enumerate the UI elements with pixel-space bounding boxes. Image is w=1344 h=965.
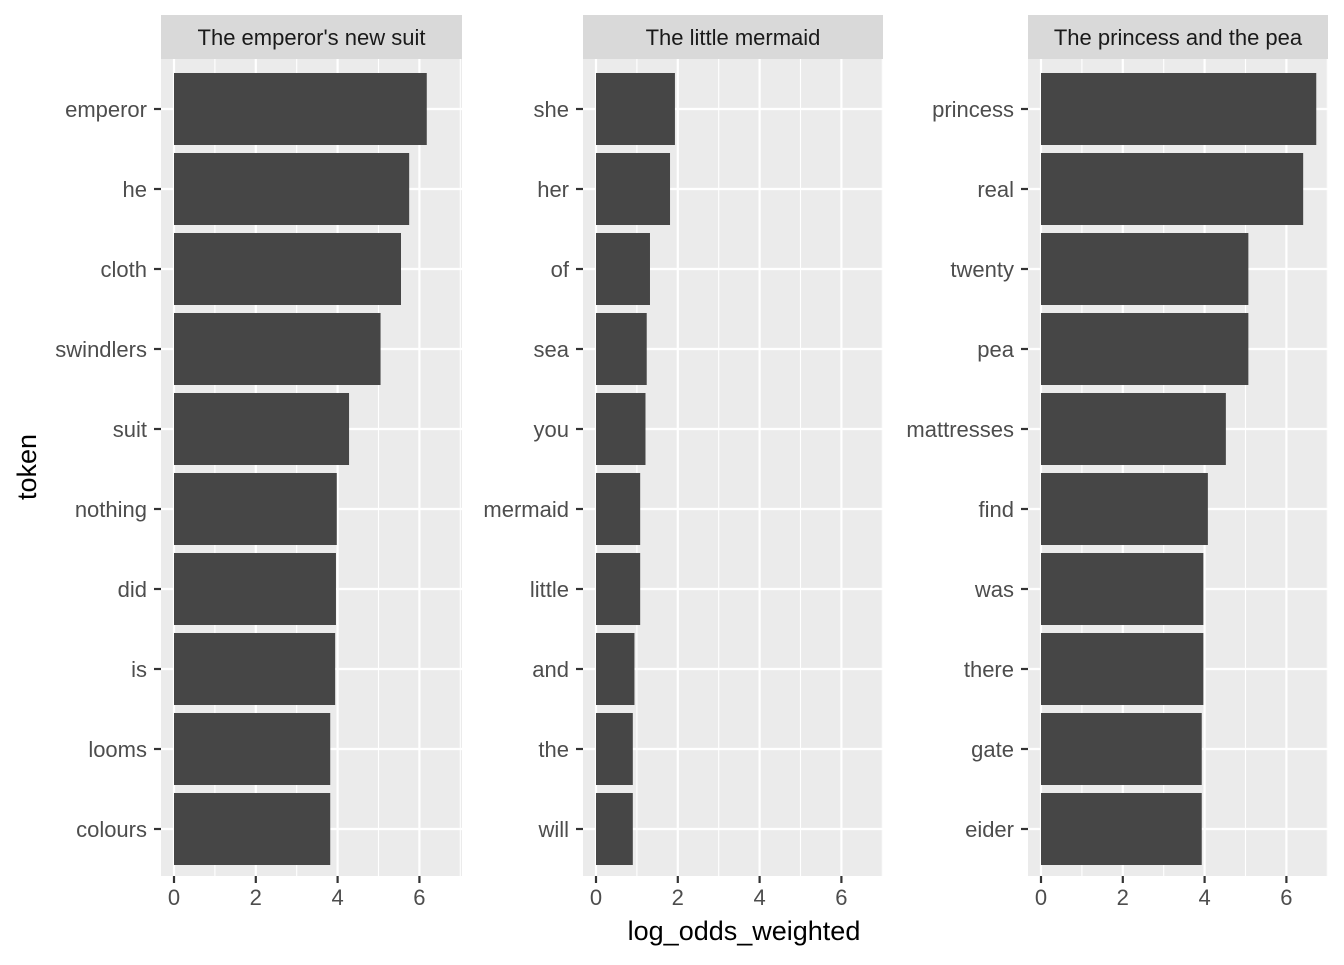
y-tick-label: little <box>530 577 569 602</box>
x-tick-label: 0 <box>590 885 602 910</box>
bar-was <box>1041 553 1204 625</box>
x-tick-label: 2 <box>1117 885 1129 910</box>
y-tick-label: suit <box>113 417 147 442</box>
y-tick-label: looms <box>88 737 147 762</box>
y-tick-label: swindlers <box>55 337 147 362</box>
bar-little <box>596 553 641 625</box>
bar-and <box>596 633 635 705</box>
y-tick-label: real <box>977 177 1014 202</box>
y-tick-label: cloth <box>101 257 147 282</box>
y-axis-title: token <box>12 434 42 500</box>
bar-pea <box>1041 313 1249 385</box>
y-tick-label: find <box>979 497 1014 522</box>
bar-eider <box>1041 793 1202 865</box>
y-tick-label: was <box>974 577 1014 602</box>
bar-mermaid <box>596 473 641 545</box>
y-tick-label: mermaid <box>483 497 569 522</box>
y-tick-label: the <box>538 737 569 762</box>
bar-sea <box>596 313 647 385</box>
y-tick-label: there <box>964 657 1014 682</box>
bar-looms <box>174 713 331 785</box>
x-tick-label: 4 <box>331 885 343 910</box>
bar-the <box>596 713 633 785</box>
y-tick-label: mattresses <box>906 417 1014 442</box>
x-tick-label: 0 <box>168 885 180 910</box>
x-tick-label: 6 <box>835 885 847 910</box>
bar-colours <box>174 793 331 865</box>
y-tick-label: you <box>534 417 569 442</box>
facet-title: The emperor's new suit <box>198 25 426 50</box>
y-tick-label: princess <box>932 97 1014 122</box>
x-tick-label: 2 <box>250 885 262 910</box>
x-tick-label: 6 <box>413 885 425 910</box>
y-tick-label: gate <box>971 737 1014 762</box>
bar-mattresses <box>1041 393 1226 465</box>
facet-strip <box>161 15 462 59</box>
facet-panel-3: The princess and the pea princess real twen… <box>906 15 1328 910</box>
bar-there <box>1041 633 1204 705</box>
bar-her <box>596 153 671 225</box>
x-tick-label: 6 <box>1280 885 1292 910</box>
y-tick-label: pea <box>977 337 1014 362</box>
x-tick-label: 2 <box>672 885 684 910</box>
bar-swindlers <box>174 313 381 385</box>
bar-cloth <box>174 233 401 305</box>
bar-find <box>1041 473 1208 545</box>
y-tick-label: is <box>131 657 147 682</box>
bar-gate <box>1041 713 1202 785</box>
y-tick-label: her <box>537 177 569 202</box>
y-tick-label: sea <box>534 337 570 362</box>
facet-panel-2: The little mermaid she her of sea you mermaid l… <box>483 15 883 910</box>
y-tick-label: eider <box>965 817 1014 842</box>
y-tick-label: he <box>123 177 147 202</box>
x-axis-title: log_odds_weighted <box>628 916 861 946</box>
facet-strip <box>583 15 883 59</box>
bar-he <box>174 153 410 225</box>
bar-is <box>174 633 336 705</box>
y-tick-label: colours <box>76 817 147 842</box>
bar-princess <box>1041 73 1317 145</box>
bar-did <box>174 553 336 625</box>
x-tick-label: 0 <box>1035 885 1047 910</box>
y-tick-label: emperor <box>65 97 147 122</box>
facet-strip <box>1028 15 1328 59</box>
bar-will <box>596 793 633 865</box>
y-tick-label: twenty <box>950 257 1014 282</box>
bar-real <box>1041 153 1304 225</box>
bar-of <box>596 233 650 305</box>
x-tick-label: 4 <box>753 885 765 910</box>
bar-suit <box>174 393 350 465</box>
facet-panel-1: The emperor's new suit emperor he cloth swin… <box>55 15 462 910</box>
y-tick-label: did <box>118 577 147 602</box>
x-tick-label: 4 <box>1198 885 1210 910</box>
y-tick-label: will <box>537 817 569 842</box>
bar-twenty <box>1041 233 1249 305</box>
bar-nothing <box>174 473 337 545</box>
facet-title: The little mermaid <box>646 25 821 50</box>
y-tick-label: of <box>551 257 570 282</box>
bar-you <box>596 393 646 465</box>
y-tick-label: and <box>532 657 569 682</box>
facet-title: The princess and the pea <box>1054 25 1303 50</box>
y-tick-label: nothing <box>75 497 147 522</box>
bar-emperor <box>174 73 427 145</box>
bar-she <box>596 73 675 145</box>
y-tick-label: she <box>534 97 569 122</box>
